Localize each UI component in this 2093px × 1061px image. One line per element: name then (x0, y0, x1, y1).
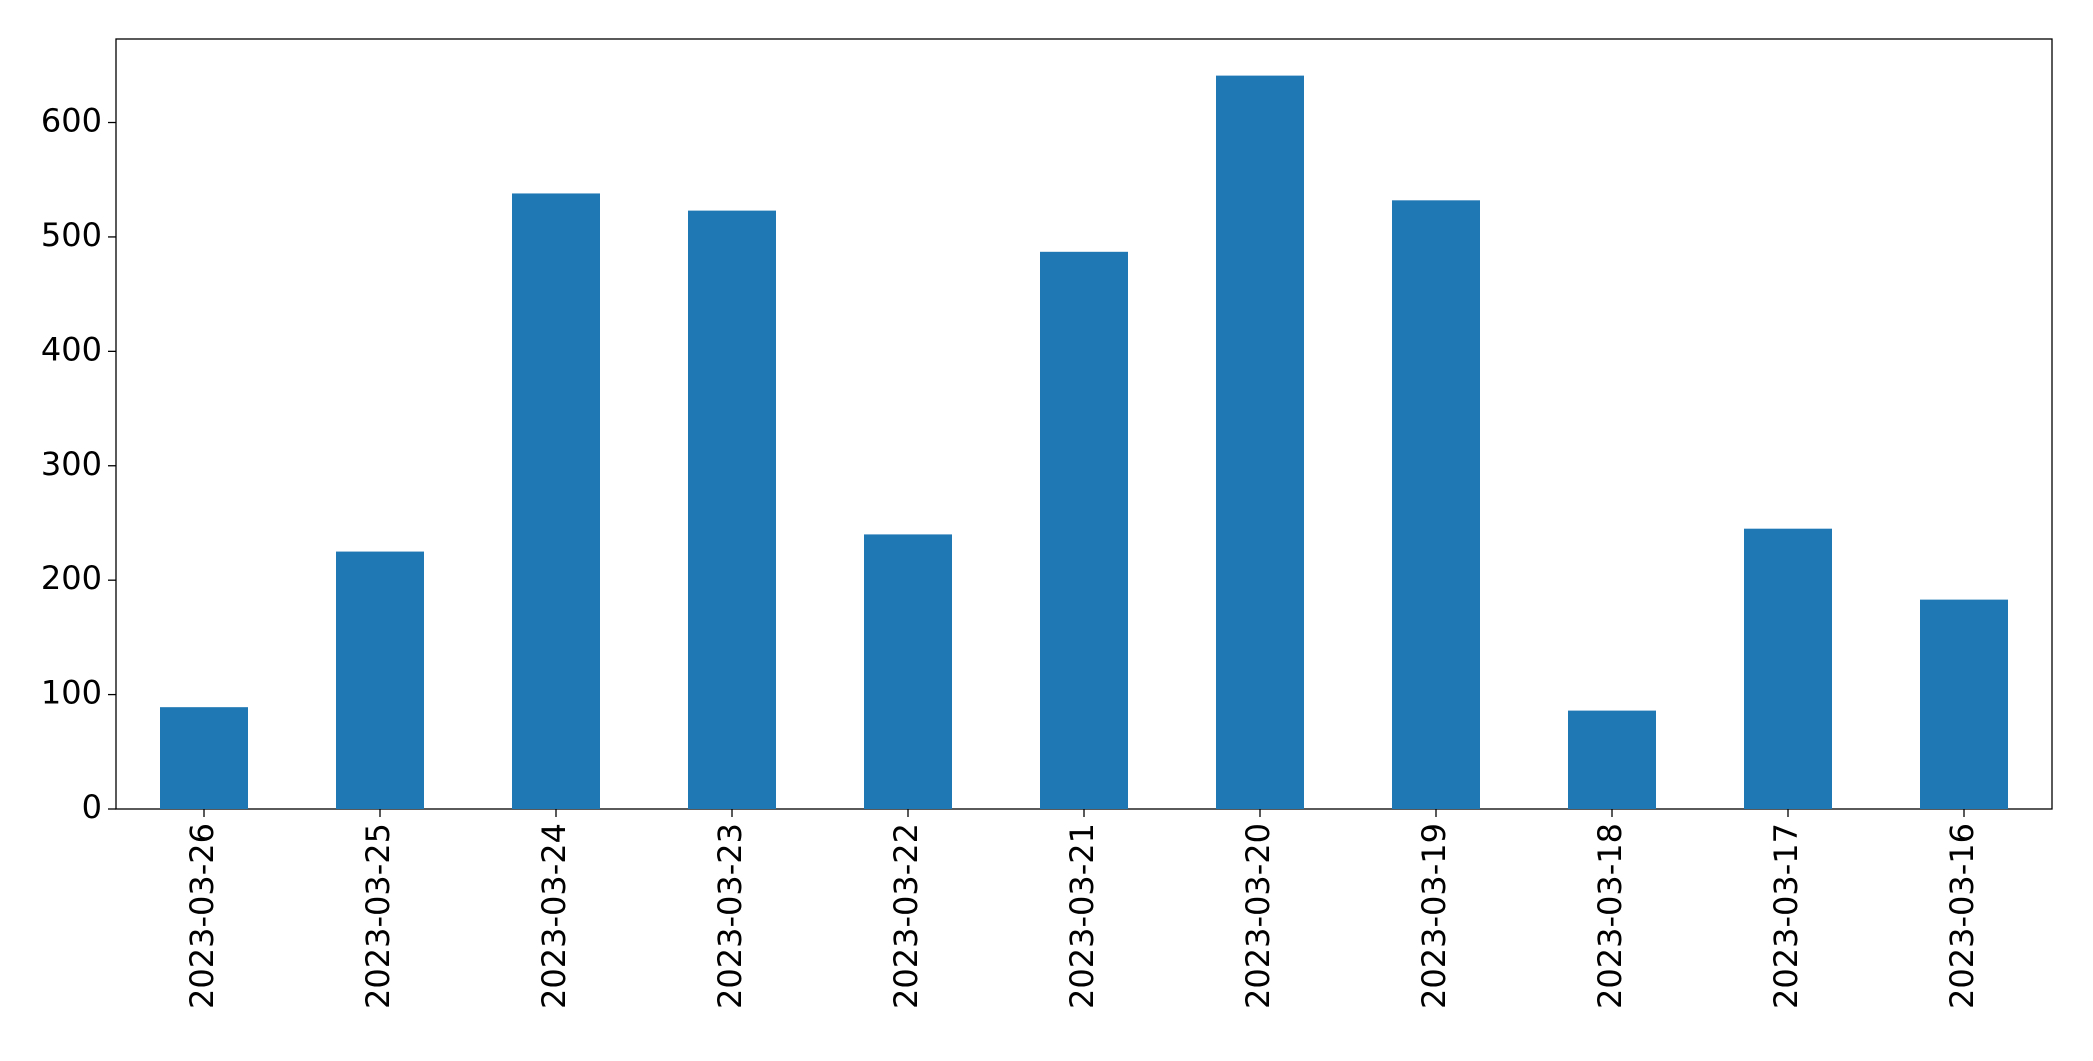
bar (1744, 528, 1832, 809)
y-tick-label: 100 (41, 674, 102, 712)
y-tick-label: 300 (41, 445, 102, 483)
x-tick-label: 2023-03-17 (1767, 823, 1805, 1009)
x-tick-label: 2023-03-20 (1239, 823, 1277, 1009)
x-tick-label: 2023-03-22 (887, 823, 925, 1009)
bar (1040, 251, 1128, 809)
x-tick-label: 2023-03-25 (359, 823, 397, 1009)
x-tick-label: 2023-03-21 (1063, 823, 1101, 1009)
bar (1920, 599, 2008, 809)
y-tick-label: 500 (41, 216, 102, 254)
bar (336, 551, 424, 809)
x-tick-label: 2023-03-16 (1943, 823, 1981, 1009)
y-tick-label: 600 (41, 102, 102, 140)
x-tick-label: 2023-03-23 (711, 823, 749, 1009)
x-tick-label: 2023-03-19 (1415, 823, 1453, 1009)
x-tick-label: 2023-03-26 (183, 823, 221, 1009)
bar (688, 210, 776, 809)
y-tick-label: 200 (41, 559, 102, 597)
bar (1216, 75, 1304, 809)
bar (864, 534, 952, 809)
bar (1392, 200, 1480, 809)
y-tick-label: 400 (41, 330, 102, 368)
x-tick-label: 2023-03-24 (535, 823, 573, 1009)
y-tick-label: 0 (82, 788, 102, 826)
bar (512, 193, 600, 810)
x-tick-label: 2023-03-18 (1591, 823, 1629, 1009)
bar (1568, 710, 1656, 809)
bar (160, 707, 248, 809)
